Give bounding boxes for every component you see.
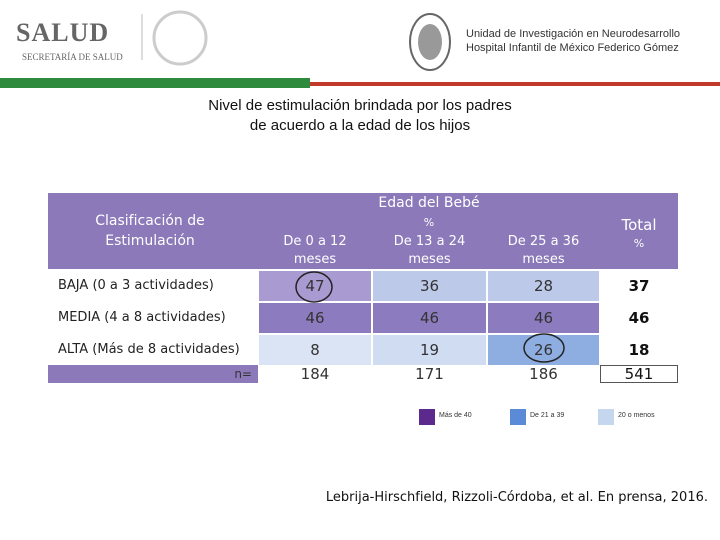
n-label: n= — [48, 365, 258, 383]
value-cell: 19 — [373, 335, 486, 365]
row-label: BAJA (0 a 3 actividades) — [58, 278, 214, 293]
citation: Lebrija-Hirschfield, Rizzoli-Córdoba, et… — [325, 490, 708, 505]
value-cell: 8 — [259, 335, 371, 365]
n-cell: 541 — [600, 365, 678, 383]
title-line: de acuerdo a la edad de los hijos — [249, 117, 471, 134]
row-header: Clasificación de Estimulación — [95, 213, 205, 249]
row-label: MEDIA (4 a 8 actividades) — [58, 310, 226, 325]
value-cell: 46 — [488, 303, 599, 333]
logo-text: SALUD — [16, 18, 110, 47]
total-cell: 37 — [601, 271, 677, 301]
value-cell: 28 — [488, 271, 599, 301]
column-header: De 0 a 12 meses — [283, 234, 347, 267]
title: Nivel de estimulación brindada por los p… — [0, 96, 720, 136]
n-cell: 171 — [415, 365, 444, 383]
legend-swatch — [598, 409, 614, 425]
legend-label: 20 o menos — [618, 412, 655, 419]
legend-swatch — [419, 409, 435, 425]
emblem — [152, 10, 208, 66]
total-header: Total — [621, 216, 657, 234]
value-cell: 46 — [259, 303, 371, 333]
n-cell: 184 — [300, 365, 330, 383]
legend-swatch — [510, 409, 526, 425]
row-label: ALTA (Más de 8 actividades) — [58, 342, 240, 357]
legend-label: De 21 a 39 — [530, 412, 565, 419]
institution-line: Hospital Infantil de México Federico Góm… — [466, 42, 679, 54]
header-graphics — [0, 10, 720, 88]
green-bar — [0, 78, 310, 88]
hospital-logo — [409, 13, 451, 71]
value-cell: 46 — [373, 303, 486, 333]
legend-label: Más de 40 — [439, 412, 472, 419]
total-cell: 18 — [601, 335, 677, 365]
header-bg — [48, 193, 678, 269]
hospital-logo-center — [418, 24, 442, 60]
total-cell: 46 — [601, 303, 677, 333]
red-bar — [310, 82, 720, 86]
group-unit: % — [423, 216, 435, 229]
column-header: De 13 a 24 meses — [393, 234, 466, 267]
institution: Unidad de Investigación en Neurodesarrol… — [466, 27, 680, 55]
n-cell: 186 — [529, 365, 558, 383]
column-header: De 25 a 36 meses — [507, 234, 580, 267]
value-cell: 36 — [373, 271, 486, 301]
title-line: Nivel de estimulación brindada por los p… — [208, 97, 512, 114]
group-header: Edad del Bebé — [378, 195, 480, 211]
total-unit: % — [633, 237, 645, 250]
institution-line: Unidad de Investigación en Neurodesarrol… — [466, 28, 681, 40]
logo-subtext: SECRETARÍA DE SALUD — [22, 52, 123, 62]
